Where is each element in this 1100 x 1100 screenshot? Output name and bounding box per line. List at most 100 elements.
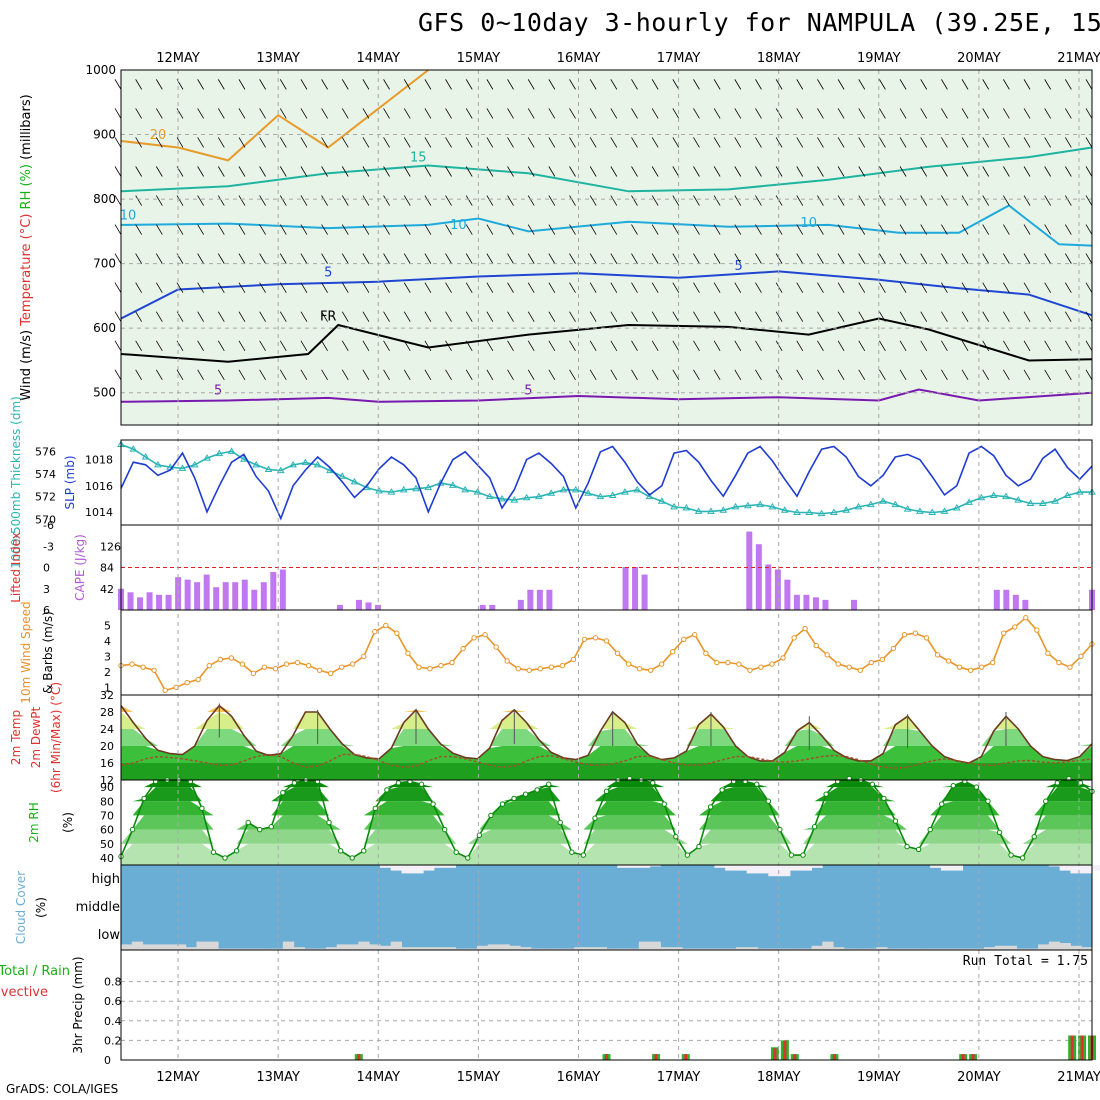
wind-barb: [796, 79, 804, 90]
wind-barb: [114, 369, 122, 381]
cloud-low: [865, 948, 877, 950]
cloud-low: [887, 948, 899, 950]
wind-barb: [403, 195, 411, 206]
wind-barb: [155, 340, 163, 351]
marker: [350, 661, 356, 667]
wind-barb: [114, 108, 122, 119]
wind-barb: [383, 137, 390, 148]
marker: [384, 787, 390, 793]
cape-bar: [822, 599, 829, 610]
wind-barb: [259, 282, 266, 293]
page-title: GFS 0~10day 3-hourly for NAMPULA (39.25E…: [418, 8, 1100, 37]
wind-barb: [486, 137, 494, 148]
date-label-top: 17MAY: [657, 51, 701, 66]
cloud-high: [800, 865, 812, 871]
marker: [412, 484, 420, 492]
wind-barb: [941, 79, 948, 90]
marker: [939, 801, 945, 807]
wind-barb: [631, 311, 638, 322]
wind-barb: [775, 79, 783, 90]
wind-barb: [445, 311, 452, 322]
cloud-low: [1059, 943, 1071, 950]
contour-label: 10: [800, 216, 817, 231]
wind-barb: [135, 224, 143, 235]
wind-barb: [527, 253, 535, 264]
precip-tick: 0: [104, 1054, 111, 1067]
wind-barb: [879, 311, 886, 322]
wind-barb: [403, 282, 411, 293]
cloud-background: [121, 865, 1092, 950]
marker: [621, 488, 629, 495]
marker: [769, 661, 775, 667]
wind-barb: [527, 282, 535, 293]
wind-barb: [197, 166, 204, 177]
cloud-low: [239, 948, 251, 950]
wind-barb: [879, 137, 886, 148]
marker: [460, 645, 466, 652]
wind-barb: [610, 282, 618, 293]
marker: [427, 666, 433, 672]
wind-barb: [1044, 311, 1052, 322]
rh2m-tick: 50: [100, 838, 114, 851]
wind-barb: [589, 166, 597, 177]
precip-tick: 0.8: [104, 976, 122, 989]
marker: [280, 790, 286, 796]
wind-barb: [734, 195, 742, 206]
marker: [257, 826, 263, 833]
marker: [780, 506, 789, 513]
wind10m-tick: 2: [104, 666, 111, 679]
marker: [372, 628, 378, 635]
wind-barb: [899, 253, 907, 264]
wind-barb: [651, 253, 659, 264]
marker: [996, 829, 1003, 836]
wind-barb: [734, 282, 742, 293]
marker: [707, 507, 715, 514]
wind-barb: [383, 195, 390, 206]
cloud-low: [940, 948, 953, 950]
cloud-low: [757, 948, 769, 950]
wind-barb: [321, 137, 328, 148]
slp-tick: 1016: [85, 480, 113, 493]
cloud-low: [822, 941, 834, 950]
cloud-level-label: low: [98, 928, 121, 943]
wind-barb: [155, 311, 163, 322]
wind-barb: [961, 282, 969, 293]
wind-barb: [279, 195, 287, 206]
marker: [823, 791, 829, 797]
wind-barb: [858, 369, 866, 381]
marker: [636, 666, 643, 672]
marker: [471, 635, 477, 641]
wind-barb: [341, 137, 349, 148]
wind-barb: [879, 224, 886, 235]
wind-barb: [486, 311, 494, 322]
wind-barb: [279, 253, 287, 264]
marker: [879, 497, 887, 504]
cloud-low: [282, 941, 295, 950]
cloud-low: [401, 947, 413, 950]
marker: [184, 679, 190, 686]
marker: [473, 488, 482, 495]
cape-bar: [527, 589, 534, 610]
wind-barb: [775, 166, 783, 177]
wind-barb: [445, 166, 452, 177]
marker: [276, 466, 285, 474]
wind-barb: [961, 166, 969, 177]
marker: [881, 795, 887, 802]
wind-barb: [569, 224, 576, 235]
wind-barb: [817, 311, 824, 322]
wind-barb: [589, 369, 597, 381]
wind-barb: [899, 108, 907, 119]
marker: [448, 481, 457, 488]
marker: [387, 488, 396, 495]
wind-barb: [362, 79, 370, 90]
cloud-high: [423, 865, 435, 871]
wind-barb: [383, 253, 390, 264]
wind-barb: [858, 79, 866, 90]
wind-barb: [217, 311, 225, 322]
cape-bar: [203, 574, 210, 610]
wind-barb: [548, 282, 556, 293]
marker: [361, 653, 367, 660]
cloud-low: [498, 944, 510, 950]
precip-conv-bar: [793, 1054, 797, 1060]
marker: [1014, 496, 1023, 503]
